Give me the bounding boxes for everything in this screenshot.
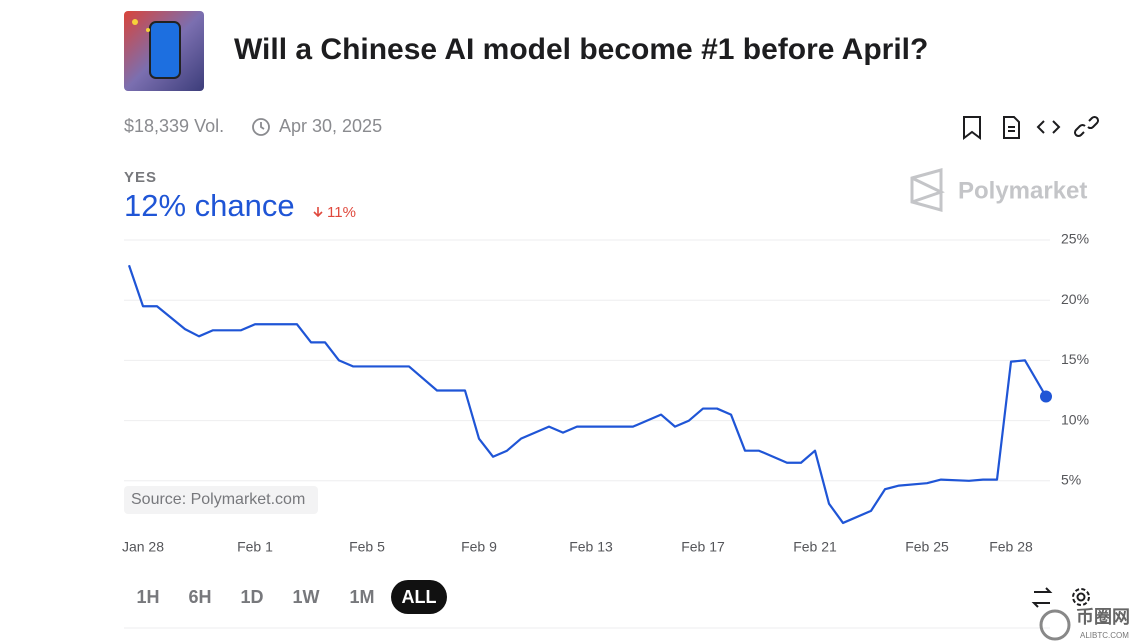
y-tick-label: 5% <box>1061 472 1081 488</box>
x-tick-label: Feb 1 <box>237 539 273 555</box>
settings-button[interactable] <box>1072 588 1090 606</box>
brand-logo <box>910 168 945 212</box>
range-button[interactable]: 6H <box>188 587 211 607</box>
x-tick-label: Feb 17 <box>681 539 725 555</box>
thumbnail <box>124 11 204 91</box>
watermark-site: ALIBTC.COM <box>1080 631 1129 640</box>
x-tick-label: Feb 9 <box>461 539 497 555</box>
down-arrow <box>313 207 323 218</box>
x-tick-label: Jan 28 <box>122 539 164 555</box>
watermark: 币圈网 ALIBTC.COM <box>1039 607 1130 641</box>
outcome-label: YES <box>124 169 157 186</box>
price-line <box>127 264 1047 525</box>
range-button[interactable]: 1D <box>240 587 263 607</box>
document-button[interactable] <box>1003 116 1020 139</box>
y-tick-label: 15% <box>1061 351 1089 367</box>
watermark-name: 币圈网 <box>1076 607 1130 627</box>
chance: 12% chance <box>124 188 295 223</box>
x-tick-label: Feb 13 <box>569 539 613 555</box>
link-button[interactable] <box>1073 115 1100 138</box>
y-tick-label: 25% <box>1061 231 1089 247</box>
x-tick-label: Feb 5 <box>349 539 385 555</box>
range-button[interactable]: 1W <box>293 587 320 607</box>
range-button[interactable]: 1M <box>349 587 374 607</box>
source: Source: Polymarket.com <box>131 491 305 508</box>
x-tick-label: Feb 21 <box>793 539 837 555</box>
range-buttons: 1H 6H 1D 1W 1M ALL <box>136 580 447 614</box>
range-button[interactable]: 1H <box>136 587 159 607</box>
source-box <box>124 486 318 514</box>
y-tick-label: 10% <box>1061 411 1089 427</box>
y-tick-label: 20% <box>1061 291 1089 307</box>
bookmark-button[interactable] <box>963 116 981 140</box>
x-tick-label: Feb 28 <box>989 539 1033 555</box>
end-date: Apr 30, 2025 <box>279 116 382 136</box>
range-button[interactable]: ALL <box>402 587 437 607</box>
x-tick-label: Feb 25 <box>905 539 949 555</box>
volume: $18,339 Vol. <box>124 116 224 136</box>
embed-button[interactable] <box>1036 120 1061 134</box>
last-point <box>1040 390 1052 403</box>
clock-icon <box>252 118 270 136</box>
brand: Polymarket <box>958 177 1087 204</box>
plot: 5% 10% 15% 20% 25% Jan 28 Feb 1 Feb 5 Feb 9 Feb 1… <box>122 231 1089 555</box>
market-title: Will a Chinese AI model become #1 before… <box>234 33 928 66</box>
change: 11% <box>327 204 356 221</box>
range-active-bg <box>391 580 447 614</box>
swap-button[interactable] <box>1031 587 1053 608</box>
